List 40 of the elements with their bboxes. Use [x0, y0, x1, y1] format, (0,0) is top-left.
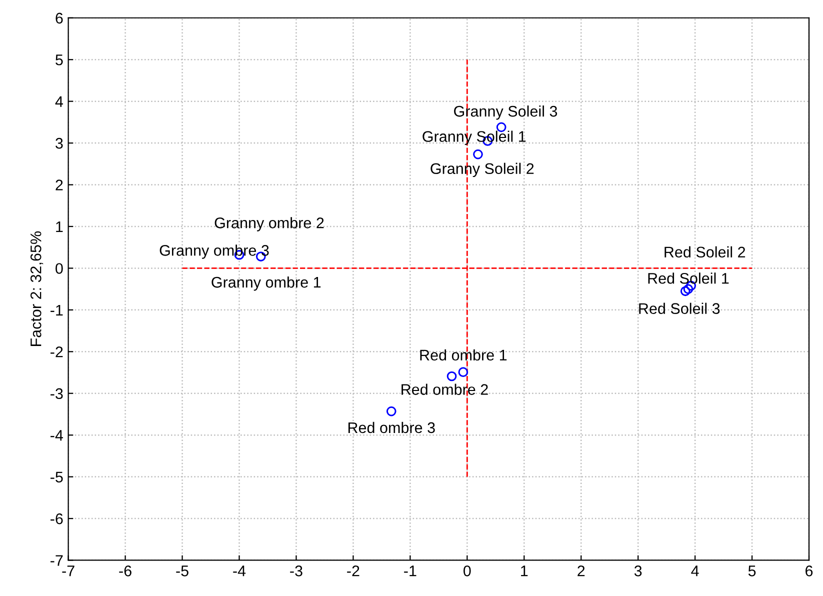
- x-tick-label: 3: [634, 566, 642, 576]
- x-tick-label: -1: [404, 566, 416, 576]
- y-tick-label: -4: [50, 430, 63, 441]
- y-tick-label: -1: [50, 304, 63, 316]
- y-tick-label: 6: [56, 12, 63, 24]
- annotation: Red Soleil 2: [664, 246, 746, 258]
- annotation: Red Soleil 1: [648, 272, 729, 284]
- x-tick-label: 5: [748, 566, 756, 576]
- y-tick-label: 0: [56, 263, 63, 274]
- x-tick-label: 4: [691, 566, 699, 576]
- y-tick-label: -5: [50, 472, 63, 482]
- y-tick-label: -3: [50, 388, 63, 400]
- x-tick-label: -6: [119, 566, 132, 576]
- annotation: Granny ombre 2: [214, 217, 324, 232]
- annotation: Red Soleil 3: [639, 302, 720, 314]
- y-tick-label: 3: [56, 138, 63, 149]
- y-tick-label: 2: [56, 180, 63, 190]
- annotation: Red ombre 3: [348, 422, 435, 434]
- y-tick-label: -7: [50, 555, 63, 566]
- y-tick-label: 4: [55, 96, 63, 107]
- annotation: Granny Soleil 3: [454, 105, 558, 120]
- x-tick-label: 1: [521, 566, 528, 576]
- annotation: Granny Soleil 1: [422, 130, 526, 145]
- annotation: Red ombre 2: [402, 384, 488, 395]
- x-tick-label: -4: [233, 566, 246, 576]
- y-tick-label: 5: [56, 54, 63, 66]
- x-tick-label: 2: [578, 566, 585, 576]
- annotation: Granny ombre 3: [160, 244, 269, 259]
- y-tick-label: 1: [56, 222, 63, 232]
- x-tick-label: -3: [290, 566, 302, 576]
- y-tick-label: -6: [50, 513, 63, 524]
- annotation: Granny Soleil 2: [430, 162, 534, 178]
- annotation: Red ombre 1: [420, 349, 507, 361]
- x-tick-label: -5: [176, 566, 188, 576]
- x-tick-label: 6: [806, 566, 813, 576]
- x-tick-label: -2: [347, 566, 360, 576]
- x-tick-label: 0: [463, 566, 471, 576]
- y-tick-label: -2: [50, 346, 63, 358]
- annotation: Granny ombre 1: [212, 276, 321, 291]
- y-axis-title: Factor 2: 32,65%: [30, 231, 44, 346]
